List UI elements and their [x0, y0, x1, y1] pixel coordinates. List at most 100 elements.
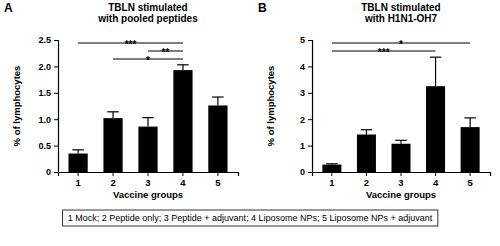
axis-line	[308, 41, 313, 173]
tick-mark	[331, 172, 332, 176]
tick-mark	[54, 40, 58, 41]
error-stem	[435, 57, 436, 86]
plot-area	[322, 57, 479, 172]
tick-label: 5	[467, 177, 473, 188]
tick-label: 3	[398, 177, 403, 188]
error-bar	[361, 130, 372, 135]
bar	[68, 154, 87, 172]
tick-label: 5	[215, 177, 221, 188]
tick-mark	[182, 172, 183, 176]
error-stem	[112, 112, 113, 118]
tick: 4	[180, 172, 186, 188]
tick-label: 1.5	[38, 88, 51, 98]
error-bar	[177, 65, 189, 70]
bar	[461, 127, 480, 172]
significance-label: *	[146, 55, 150, 66]
tick-label: 1	[300, 141, 305, 151]
tick-mark	[148, 172, 149, 176]
tick-mark	[366, 172, 367, 176]
tick: 2.0	[38, 62, 58, 72]
tick: 5	[215, 172, 221, 188]
tick: 5	[467, 172, 473, 188]
error-bar	[72, 150, 84, 154]
error-cap	[177, 64, 189, 65]
error-cap	[464, 117, 475, 118]
bar	[391, 144, 410, 172]
tick-label: 0	[46, 167, 51, 177]
error-cap	[326, 163, 337, 164]
tick: 4	[433, 172, 439, 188]
axis-line	[54, 41, 59, 173]
title: with H1N1-OH7	[364, 13, 438, 24]
tick: 0	[300, 167, 312, 177]
error-cap	[142, 117, 154, 118]
tick-mark	[308, 40, 312, 41]
bar	[322, 165, 341, 172]
x-axis-title: Vaccine groups	[113, 189, 183, 200]
tick-mark	[54, 119, 58, 120]
error-bar	[326, 163, 337, 165]
bar	[103, 118, 122, 172]
tick-label: 1.0	[38, 115, 51, 125]
axis-line	[59, 173, 239, 177]
bar	[357, 135, 376, 172]
error-cap	[107, 111, 119, 112]
tick: 1	[300, 141, 312, 151]
error-cap	[72, 149, 84, 150]
error-bar	[464, 118, 475, 127]
y-axis: 0 1 2 3 4 5	[300, 35, 313, 177]
tick-label: 4	[300, 62, 305, 72]
axis-line	[313, 173, 491, 177]
bar	[173, 70, 192, 172]
tick: 1	[75, 172, 81, 188]
tick-mark	[113, 172, 114, 176]
error-bar	[430, 57, 441, 86]
tick-mark	[308, 172, 312, 173]
tick-label: 4	[433, 177, 439, 188]
tick: 4	[300, 62, 312, 72]
tick: 1	[329, 172, 335, 188]
tick-label: 2.5	[38, 35, 51, 45]
tick: 2.5	[38, 35, 58, 45]
tick: 1.5	[38, 88, 58, 98]
tick-label: 0.5	[38, 141, 51, 151]
footnote: 1 Mock; 2 Peptide only; 3 Peptide + adju…	[68, 213, 433, 223]
tick-label: 2	[364, 177, 369, 188]
error-bar	[212, 97, 224, 105]
plot-area	[68, 65, 227, 172]
tick-label: 5	[300, 35, 305, 45]
title: TBLN stimulated	[361, 2, 440, 13]
error-stem	[366, 130, 367, 135]
tick: 3	[300, 88, 312, 98]
tick: 5	[300, 35, 312, 45]
significance-label: ***	[378, 47, 390, 58]
significance-label: ***	[125, 39, 137, 50]
panel: 00.51.01.52.02.512345Vaccine groups% of …	[4, 1, 239, 200]
tick: 3	[398, 172, 403, 188]
bar	[426, 86, 445, 172]
bar	[208, 105, 227, 172]
y-axis: 0 0.5 1.0 1.5 2.0 2.5	[38, 35, 58, 177]
significance-label: *	[399, 39, 403, 50]
x-axis: 12345	[59, 172, 239, 188]
y-axis-title: % of lymphocytes	[11, 66, 22, 147]
tick-mark	[54, 93, 58, 94]
error-cap	[361, 129, 372, 130]
title: with pooled peptides	[97, 13, 198, 24]
tick-label: 0	[300, 167, 305, 177]
title: TBLN stimulated	[108, 2, 187, 13]
tick-label: 3	[300, 88, 305, 98]
error-bar	[395, 140, 406, 143]
tick-label: 2	[110, 177, 115, 188]
tick-mark	[54, 146, 58, 147]
tick: 2	[300, 115, 312, 125]
tick: 2	[110, 172, 115, 188]
error-cap	[212, 96, 224, 97]
bar	[138, 127, 157, 172]
tick-mark	[54, 172, 58, 173]
tick-label: 1	[329, 177, 335, 188]
tick-mark	[401, 172, 402, 176]
panel-label: B	[258, 1, 267, 15]
error-stem	[217, 97, 218, 105]
tick-label: 2	[300, 115, 305, 125]
